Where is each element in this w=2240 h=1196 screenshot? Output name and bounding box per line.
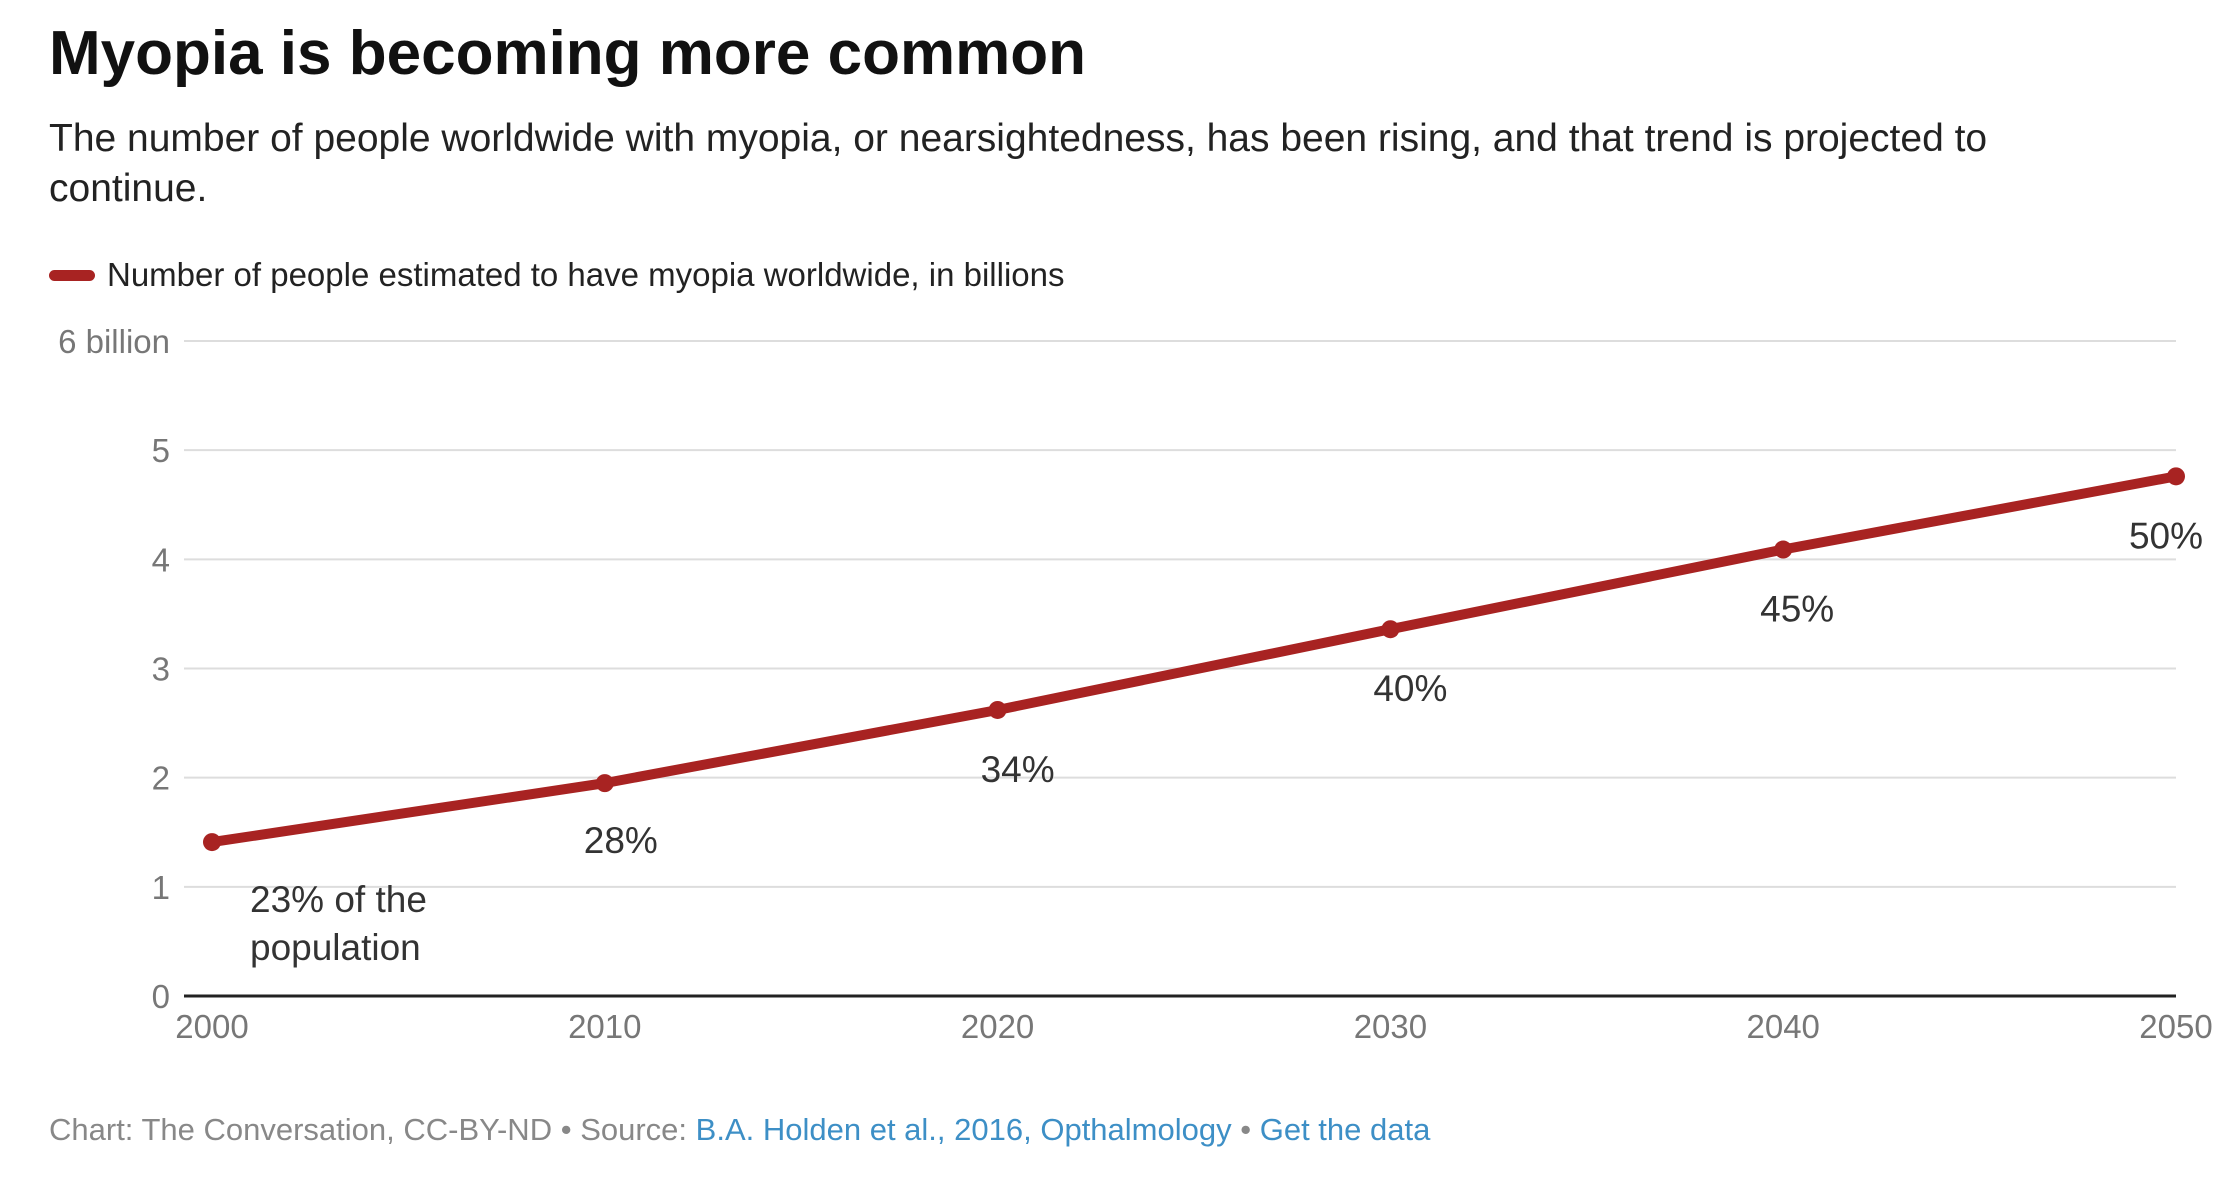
x-tick-label: 2050 [2139,1008,2212,1045]
footer: Chart: The Conversation, CC-BY-ND • Sour… [49,1112,1430,1148]
legend-label: Number of people estimated to have myopi… [107,256,1065,293]
data-point [988,700,1007,719]
data-label: 50% [2129,515,2203,556]
data-label: 28% [584,820,658,861]
legend-swatch [49,269,95,281]
data-point [1774,540,1793,559]
y-tick-label: 4 [152,541,170,578]
y-tick-label: 6 billion [58,323,170,360]
chart-subtitle: The number of people worldwide with myop… [49,117,1988,210]
y-tick-label: 0 [152,978,170,1015]
data-label: 40% [1373,668,1447,709]
x-axis-ticks: 2000 2010 2020 2030 2040 2050 [175,1008,2212,1045]
chart-credit: Chart: The Conversation, CC-BY-ND [49,1112,553,1147]
x-tick-label: 2040 [1746,1008,1819,1045]
series-layer [203,467,2185,852]
footer-separator: • [560,1112,572,1147]
data-point [595,774,614,793]
y-tick-label: 1 [152,869,170,906]
chart-title: Myopia is becoming more common [49,19,1086,88]
data-label: 23% of the population [250,879,427,968]
data-point [1381,620,1400,639]
source-prefix: Source: [580,1112,688,1147]
x-tick-label: 2010 [568,1008,641,1045]
x-tick-label: 2000 [175,1008,248,1045]
source-link[interactable]: B.A. Holden et al., 2016, Opthalmology [695,1112,1232,1147]
footer-separator: • [1240,1112,1252,1147]
data-label: 45% [1760,589,1834,630]
get-the-data-link[interactable]: Get the data [1259,1112,1431,1147]
data-point [2167,467,2185,486]
x-tick-label: 2030 [1354,1008,1427,1045]
data-point [203,833,221,852]
data-label: 34% [981,749,1055,790]
data-labels: 23% of the population 28% 34% 40% 45% 50% [250,515,2203,968]
line-chart: 0 1 2 3 4 5 6 billion 2000 2010 2020 2030 2040 2050… [58,323,2213,1045]
series-line [207,471,2181,848]
y-axis-ticks: 0 1 2 3 4 5 6 billion [58,323,170,1015]
y-tick-label: 2 [152,760,170,797]
legend: Number of people estimated to have myopi… [49,253,1065,297]
y-tick-label: 3 [152,651,170,688]
x-tick-label: 2020 [961,1008,1034,1045]
y-tick-label: 5 [152,432,170,469]
